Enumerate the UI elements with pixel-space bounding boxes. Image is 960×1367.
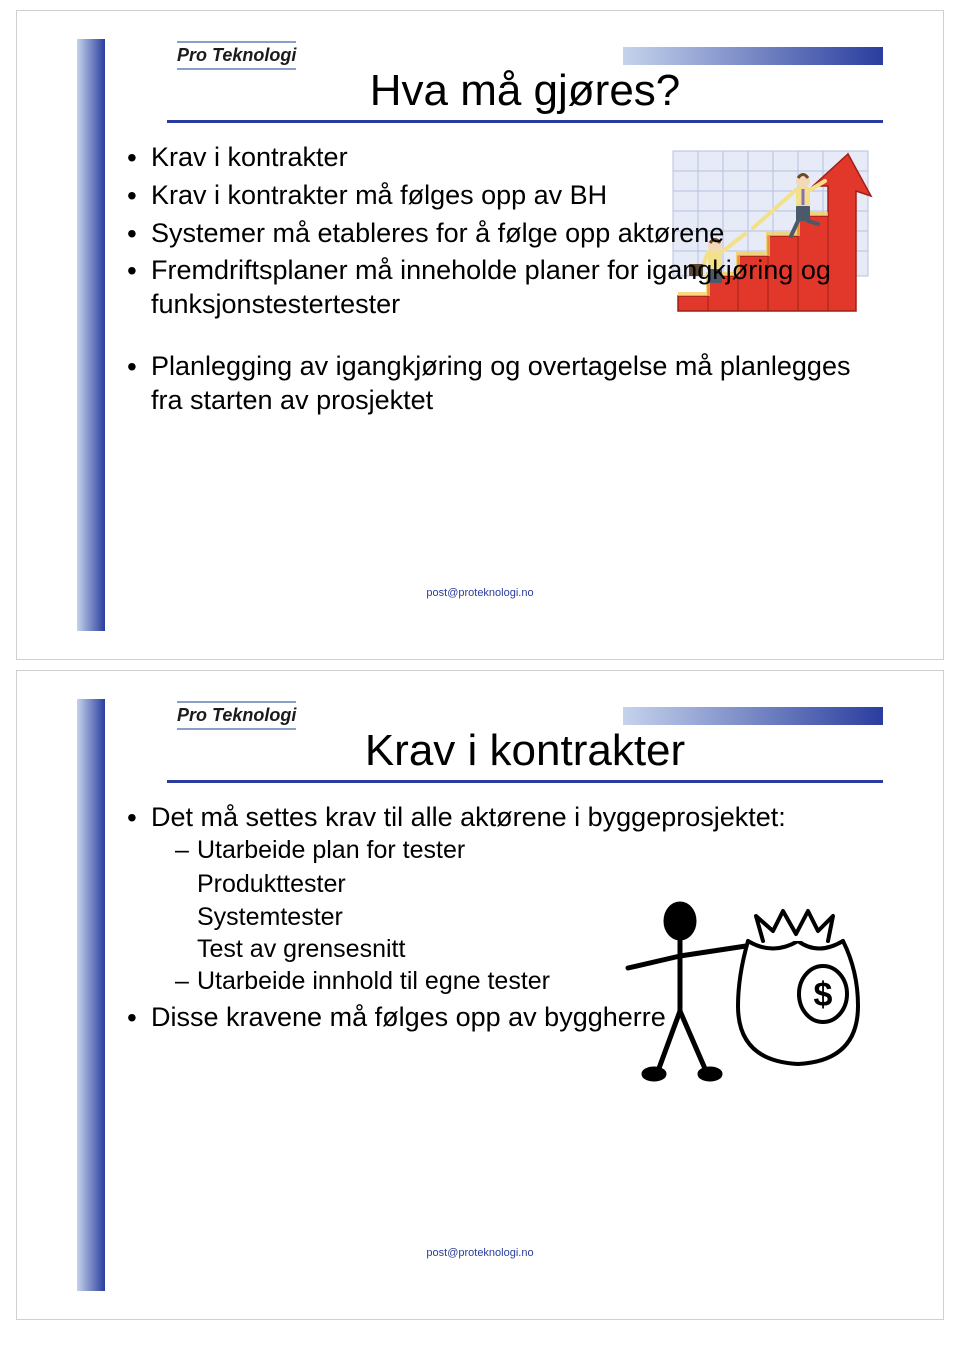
sub-text: Systemtester	[197, 901, 883, 934]
bullet-item: Planlegging av igangkjøring og overtagel…	[127, 350, 883, 418]
header-accent-bar	[623, 707, 883, 725]
sub-text: Test av grensesnitt	[197, 933, 883, 966]
slide-1: Pro Teknologi Hva må gjøres?	[16, 10, 944, 660]
slide-2: Pro Teknologi Krav i kontrakter $	[16, 670, 944, 1320]
left-accent-bar	[77, 39, 105, 631]
footer-email: post@proteknologi.no	[17, 1247, 943, 1259]
footer-email: post@proteknologi.no	[17, 587, 943, 599]
bullet-item: Krav i kontrakter må følges opp av BH	[127, 179, 883, 213]
slide-content: Det må settes krav til alle aktørene i b…	[127, 801, 883, 1039]
bullet-item: Systemer må etableres for å følge opp ak…	[127, 217, 883, 251]
slide-title: Hva må gjøres?	[167, 66, 883, 123]
sub-bullet-item: Utarbeide plan for tester	[175, 835, 883, 866]
sub-bullet-item: Utarbeide innhold til egne tester	[175, 966, 883, 997]
left-accent-bar	[77, 699, 105, 1291]
header-accent-bar	[623, 47, 883, 65]
bullet-item: Disse kravene må følges opp av byggherre	[127, 1001, 883, 1035]
bullet-item: Det må settes krav til alle aktørene i b…	[127, 801, 883, 997]
slide-title: Krav i kontrakter	[167, 726, 883, 783]
bullet-item: Fremdriftsplaner må inneholde planer for…	[127, 254, 883, 322]
slide-content: Krav i kontrakter Krav i kontrakter må f…	[127, 141, 883, 421]
bullet-item: Krav i kontrakter	[127, 141, 883, 175]
sub-text: Produkttester	[197, 868, 883, 901]
